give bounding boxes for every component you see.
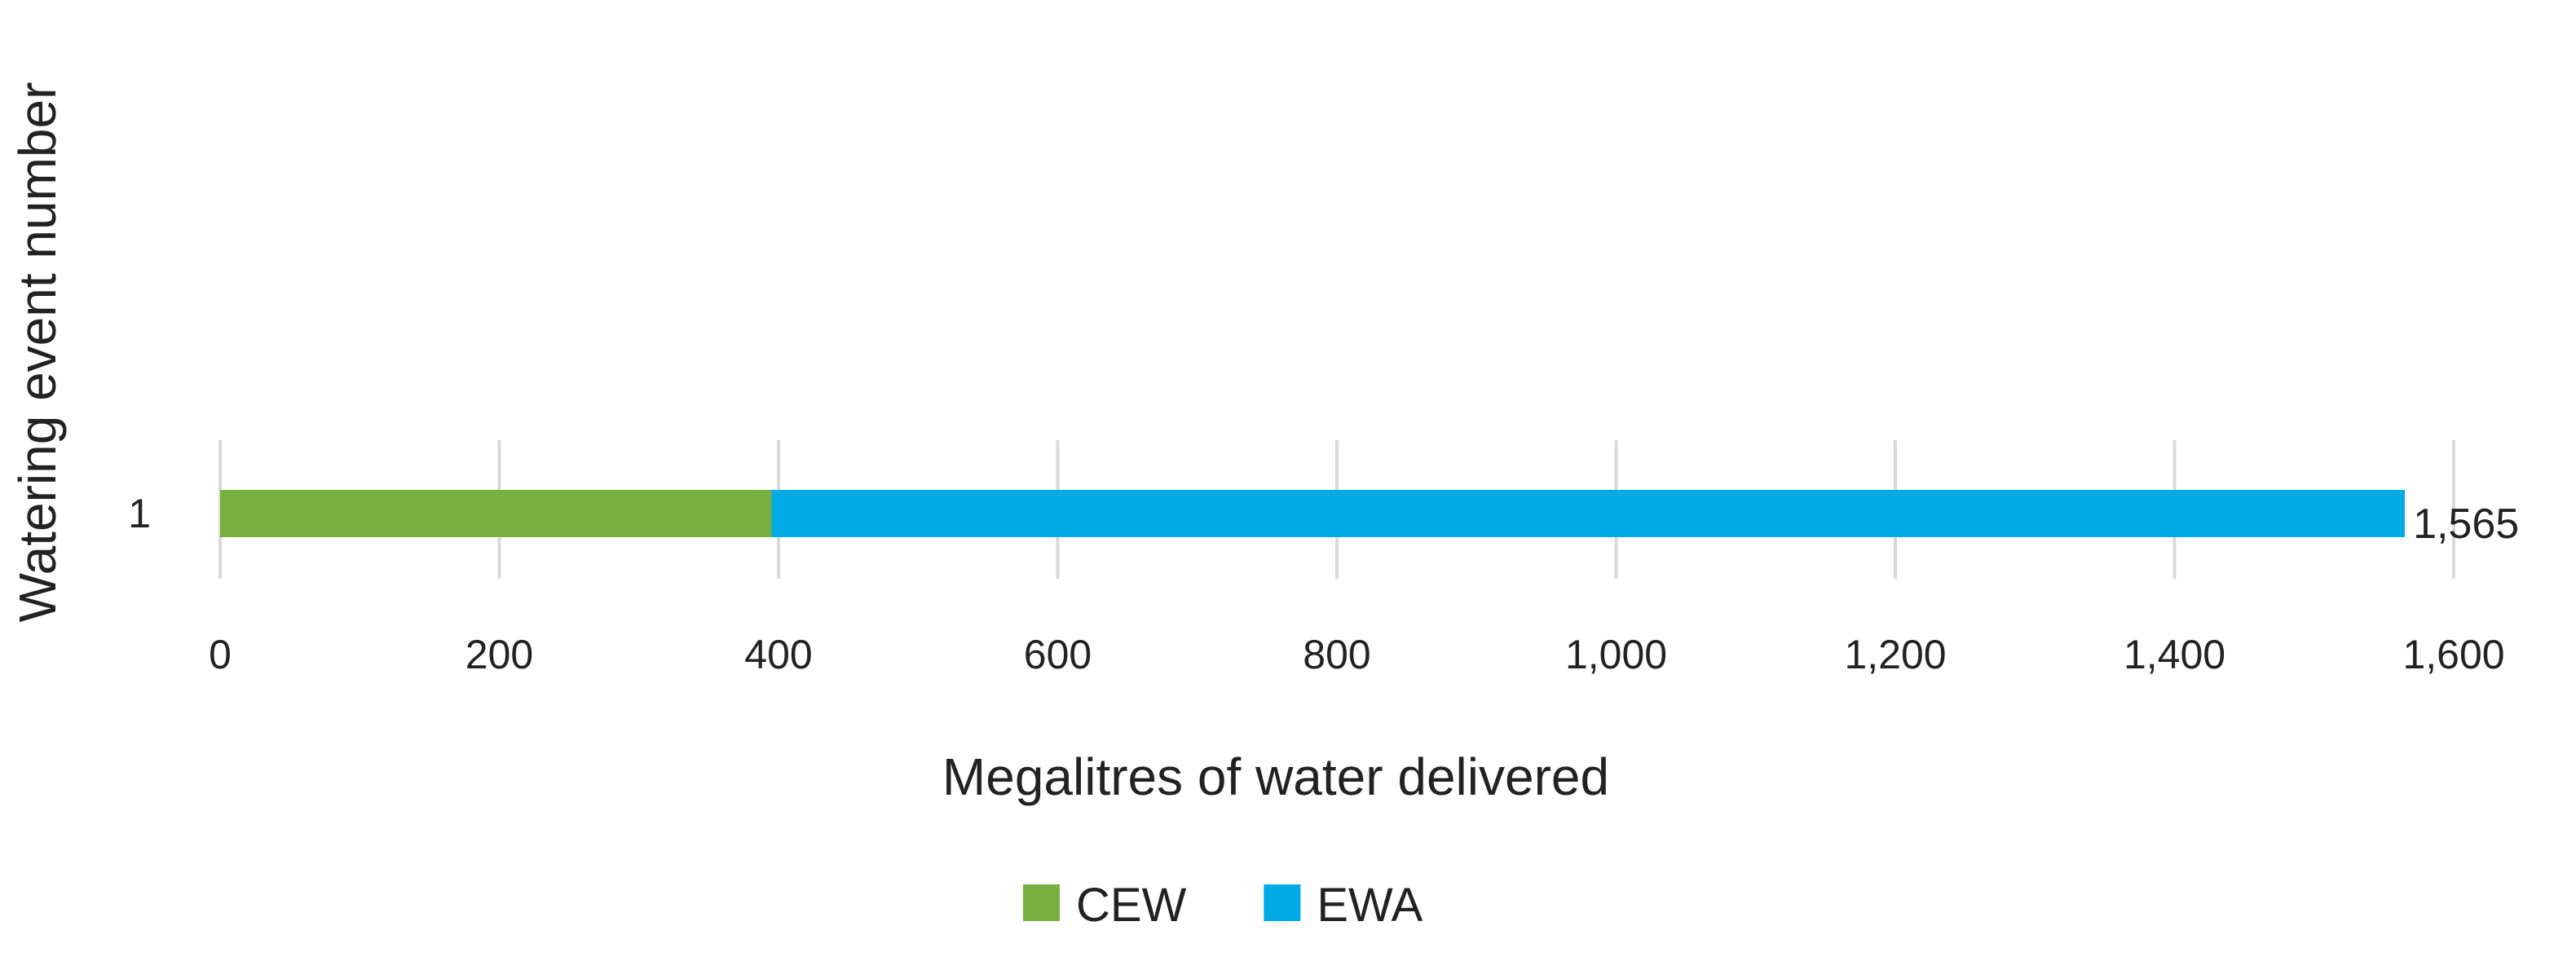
y-tick-label: 1 [128,491,151,536]
x-tick-label: 0 [209,632,232,677]
legend-label-ewa: EWA [1317,879,1423,932]
x-axis-title: Megalitres of water delivered [942,747,1609,806]
x-tick-label: 800 [1303,632,1370,677]
legend-swatch-ewa [1264,884,1301,921]
data-labels: 1,565 [2413,500,2519,548]
x-tick-label: 1,000 [1565,632,1667,677]
x-tick-label: 600 [1024,632,1092,677]
x-tick-label: 200 [465,632,533,677]
bar-ewa [771,490,2406,537]
x-tick-label: 1,400 [2124,632,2225,677]
total-data-label: 1,565 [2413,500,2519,548]
bar-cew [220,490,772,537]
legend: CEW EWA [1023,879,1423,932]
x-tick-label: 1,200 [1844,632,1946,677]
legend-swatch-cew [1023,884,1060,921]
y-axis-title: Watering event number [8,82,67,623]
x-tick-label: 400 [744,632,812,677]
x-tick-label: 1,600 [2402,632,2504,677]
bars [220,490,2406,537]
legend-label-cew: CEW [1076,879,1187,932]
x-tick-labels: 0 200 400 600 800 1,000 1,200 1,400 1,600 [209,632,2504,677]
y-tick-labels: 1 [128,491,151,536]
